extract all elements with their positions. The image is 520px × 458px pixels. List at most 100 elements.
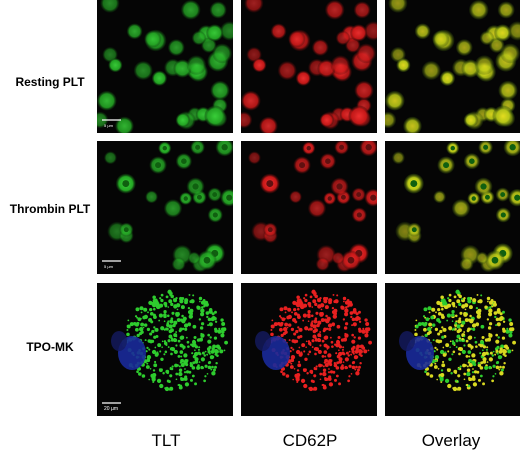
granule	[208, 352, 211, 355]
granule	[200, 322, 205, 326]
cell-center	[196, 194, 202, 200]
granule	[466, 365, 469, 368]
granule	[440, 295, 444, 300]
granule	[474, 359, 477, 362]
granule	[496, 309, 501, 314]
granule	[334, 299, 339, 304]
granule	[458, 294, 462, 299]
granule	[148, 378, 151, 381]
cell	[392, 151, 405, 165]
cell	[191, 30, 206, 46]
granule	[357, 349, 363, 354]
cell-center	[347, 256, 355, 264]
granule	[348, 375, 351, 378]
granule	[492, 375, 495, 378]
cell	[315, 257, 330, 271]
granule	[208, 361, 212, 364]
cell-center	[339, 144, 345, 150]
granule	[471, 353, 476, 358]
granule	[281, 317, 286, 322]
granule	[432, 339, 435, 342]
cell	[469, 0, 489, 20]
granule	[481, 353, 486, 357]
granule	[469, 319, 474, 324]
granule	[338, 349, 340, 352]
granule	[444, 351, 447, 354]
granule	[168, 324, 173, 329]
granule	[135, 307, 140, 312]
granule	[214, 365, 217, 369]
granule	[473, 336, 476, 339]
granule	[322, 368, 327, 372]
granule	[198, 361, 201, 363]
granule	[175, 344, 178, 347]
cell-center	[471, 196, 476, 201]
granule	[453, 327, 456, 330]
cell	[335, 30, 350, 46]
granule	[312, 388, 315, 391]
cell	[463, 113, 478, 128]
granule	[482, 360, 487, 364]
granule	[170, 352, 173, 356]
granule	[204, 350, 207, 353]
granule	[175, 312, 180, 317]
granule	[215, 361, 218, 365]
granule	[486, 361, 489, 363]
granule	[424, 316, 427, 319]
granule	[315, 311, 319, 315]
cell	[439, 70, 455, 86]
granule	[324, 305, 329, 310]
granule	[300, 351, 303, 354]
granule	[476, 324, 479, 327]
granule	[159, 303, 164, 308]
granule	[358, 329, 362, 333]
granule	[433, 365, 438, 369]
cell	[479, 30, 494, 46]
cell	[151, 70, 167, 86]
granule	[323, 299, 328, 304]
granule	[448, 293, 452, 297]
granule	[482, 357, 487, 362]
granule	[458, 317, 462, 321]
granule	[447, 303, 452, 308]
granule	[428, 322, 433, 327]
granule	[454, 371, 458, 375]
granule	[306, 372, 309, 375]
granule	[156, 351, 159, 354]
granule	[166, 371, 170, 375]
granule	[350, 373, 353, 375]
granule	[338, 357, 343, 362]
granule	[450, 372, 453, 375]
granule	[327, 377, 332, 381]
granule	[464, 364, 467, 367]
granule	[200, 308, 205, 313]
granule	[446, 368, 449, 371]
granule	[351, 339, 356, 344]
image-content	[104, 141, 233, 273]
granule	[213, 336, 218, 340]
granule	[303, 383, 308, 389]
granule	[296, 295, 300, 300]
cell	[307, 199, 327, 218]
granule	[192, 340, 197, 345]
granule	[194, 357, 199, 362]
granule	[327, 371, 331, 374]
granule	[197, 348, 200, 351]
granule	[424, 370, 427, 374]
granule	[183, 323, 189, 328]
cell-center	[469, 158, 475, 164]
granule	[495, 365, 500, 370]
granule	[186, 340, 190, 344]
cell-center	[370, 194, 377, 201]
granule	[180, 355, 183, 358]
granule	[129, 322, 134, 327]
granule	[314, 328, 318, 333]
granule	[213, 349, 219, 354]
granule	[336, 324, 341, 329]
granule	[468, 335, 473, 340]
granule	[467, 299, 472, 304]
granule	[320, 303, 325, 308]
granule	[138, 372, 142, 376]
granule	[433, 350, 436, 353]
